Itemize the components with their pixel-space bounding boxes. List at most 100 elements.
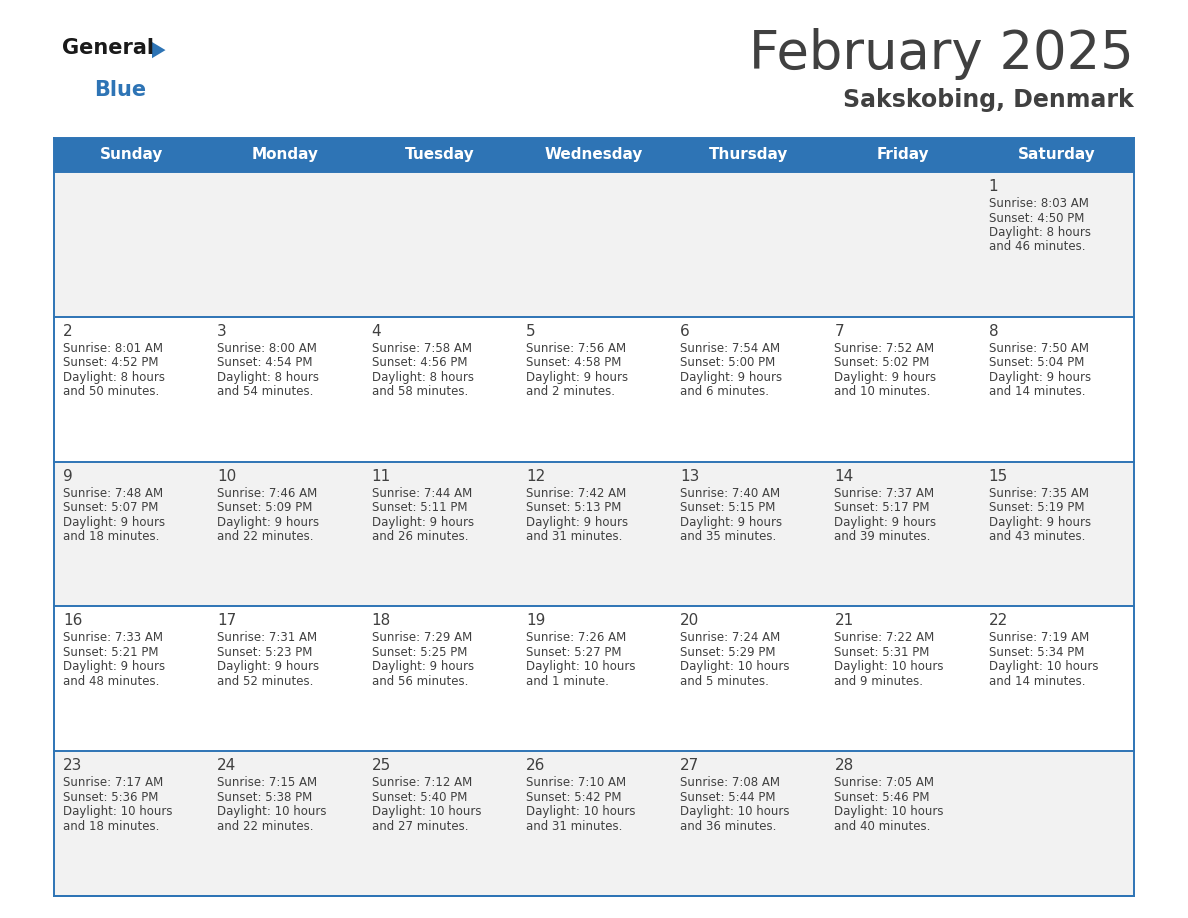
Text: Daylight: 9 hours: Daylight: 9 hours [217,660,320,674]
Text: Sunrise: 7:42 AM: Sunrise: 7:42 AM [526,487,626,499]
Text: Thursday: Thursday [708,148,788,162]
Text: and 6 minutes.: and 6 minutes. [681,386,769,398]
Bar [980,172,1135,317]
Text: and 27 minutes.: and 27 minutes. [372,820,468,833]
Text: and 58 minutes.: and 58 minutes. [372,386,468,398]
Text: Sunrise: 7:46 AM: Sunrise: 7:46 AM [217,487,317,499]
Text: and 31 minutes.: and 31 minutes. [526,530,623,543]
Bar [53,462,208,607]
Text: 1: 1 [988,179,998,194]
Text: and 22 minutes.: and 22 minutes. [217,530,314,543]
Bar [980,462,1135,607]
Bar [53,172,208,317]
Text: Daylight: 10 hours: Daylight: 10 hours [526,660,636,674]
Text: Sunset: 5:23 PM: Sunset: 5:23 PM [217,646,312,659]
Text: Sunset: 5:07 PM: Sunset: 5:07 PM [63,501,158,514]
Text: Sunrise: 7:26 AM: Sunrise: 7:26 AM [526,632,626,644]
Text: 15: 15 [988,468,1007,484]
Text: 9: 9 [63,468,72,484]
Text: Sakskobing, Denmark: Sakskobing, Denmark [843,88,1135,112]
Text: Daylight: 10 hours: Daylight: 10 hours [988,660,1098,674]
Text: Sunrise: 7:50 AM: Sunrise: 7:50 AM [988,341,1088,354]
Bar [671,317,826,462]
Text: and 9 minutes.: and 9 minutes. [834,675,923,688]
Text: Sunset: 5:36 PM: Sunset: 5:36 PM [63,790,158,803]
Text: 16: 16 [63,613,82,629]
Text: Daylight: 9 hours: Daylight: 9 hours [681,371,782,384]
Bar [980,751,1135,896]
Text: Sunrise: 7:12 AM: Sunrise: 7:12 AM [372,777,472,789]
Text: 11: 11 [372,468,391,484]
Text: and 26 minutes.: and 26 minutes. [372,530,468,543]
Text: Daylight: 9 hours: Daylight: 9 hours [526,371,628,384]
Text: Sunset: 5:44 PM: Sunset: 5:44 PM [681,790,776,803]
Text: and 40 minutes.: and 40 minutes. [834,820,931,833]
Text: Daylight: 8 hours: Daylight: 8 hours [988,226,1091,239]
Text: Daylight: 10 hours: Daylight: 10 hours [526,805,636,818]
Text: Sunrise: 7:29 AM: Sunrise: 7:29 AM [372,632,472,644]
Text: Sunset: 5:02 PM: Sunset: 5:02 PM [834,356,930,369]
Bar [517,607,671,751]
Text: 6: 6 [681,324,690,339]
Text: Daylight: 10 hours: Daylight: 10 hours [63,805,172,818]
Text: Friday: Friday [877,148,929,162]
Text: 2: 2 [63,324,72,339]
Text: and 36 minutes.: and 36 minutes. [681,820,777,833]
Text: Monday: Monday [252,148,318,162]
Text: Sunrise: 7:10 AM: Sunrise: 7:10 AM [526,777,626,789]
Bar [208,607,362,751]
Text: Sunset: 5:29 PM: Sunset: 5:29 PM [681,646,776,659]
Bar [362,317,517,462]
Text: Sunset: 5:42 PM: Sunset: 5:42 PM [526,790,621,803]
Bar [362,462,517,607]
Text: Sunset: 4:58 PM: Sunset: 4:58 PM [526,356,621,369]
Text: Sunrise: 8:00 AM: Sunrise: 8:00 AM [217,341,317,354]
Text: Sunset: 5:00 PM: Sunset: 5:00 PM [681,356,776,369]
Text: and 14 minutes.: and 14 minutes. [988,386,1085,398]
Text: and 18 minutes.: and 18 minutes. [63,530,159,543]
Text: and 50 minutes.: and 50 minutes. [63,386,159,398]
Text: Sunrise: 7:54 AM: Sunrise: 7:54 AM [681,341,781,354]
Text: Daylight: 9 hours: Daylight: 9 hours [834,371,936,384]
Text: Sunrise: 8:01 AM: Sunrise: 8:01 AM [63,341,163,354]
Text: 24: 24 [217,758,236,773]
Text: Sunset: 5:13 PM: Sunset: 5:13 PM [526,501,621,514]
Text: Daylight: 10 hours: Daylight: 10 hours [217,805,327,818]
Bar [208,751,362,896]
Text: Sunset: 5:19 PM: Sunset: 5:19 PM [988,501,1085,514]
Text: Daylight: 9 hours: Daylight: 9 hours [372,516,474,529]
Text: Sunrise: 7:08 AM: Sunrise: 7:08 AM [681,777,781,789]
Text: Sunrise: 7:37 AM: Sunrise: 7:37 AM [834,487,935,499]
Text: 20: 20 [681,613,700,629]
Text: Sunrise: 7:15 AM: Sunrise: 7:15 AM [217,777,317,789]
Text: Daylight: 8 hours: Daylight: 8 hours [372,371,474,384]
Bar [671,607,826,751]
Bar [53,607,208,751]
Text: Sunrise: 7:33 AM: Sunrise: 7:33 AM [63,632,163,644]
Bar [53,138,1135,172]
Text: Daylight: 10 hours: Daylight: 10 hours [834,660,944,674]
Text: Sunset: 5:46 PM: Sunset: 5:46 PM [834,790,930,803]
Text: 23: 23 [63,758,82,773]
Text: Sunset: 4:52 PM: Sunset: 4:52 PM [63,356,158,369]
Text: Daylight: 10 hours: Daylight: 10 hours [834,805,944,818]
Text: Sunset: 5:25 PM: Sunset: 5:25 PM [372,646,467,659]
Text: Sunrise: 7:35 AM: Sunrise: 7:35 AM [988,487,1088,499]
Text: Sunset: 5:27 PM: Sunset: 5:27 PM [526,646,621,659]
Bar [517,462,671,607]
Text: Sunrise: 8:03 AM: Sunrise: 8:03 AM [988,197,1088,210]
Text: Daylight: 9 hours: Daylight: 9 hours [988,371,1091,384]
Text: and 22 minutes.: and 22 minutes. [217,820,314,833]
Text: and 14 minutes.: and 14 minutes. [988,675,1085,688]
Text: Daylight: 9 hours: Daylight: 9 hours [681,516,782,529]
Bar [826,317,980,462]
Text: and 1 minute.: and 1 minute. [526,675,608,688]
Text: Sunset: 5:40 PM: Sunset: 5:40 PM [372,790,467,803]
Text: Sunset: 5:17 PM: Sunset: 5:17 PM [834,501,930,514]
Bar [53,317,208,462]
Text: Daylight: 9 hours: Daylight: 9 hours [526,516,628,529]
Text: Sunrise: 7:56 AM: Sunrise: 7:56 AM [526,341,626,354]
Text: 13: 13 [681,468,700,484]
Bar [517,317,671,462]
Text: 7: 7 [834,324,843,339]
